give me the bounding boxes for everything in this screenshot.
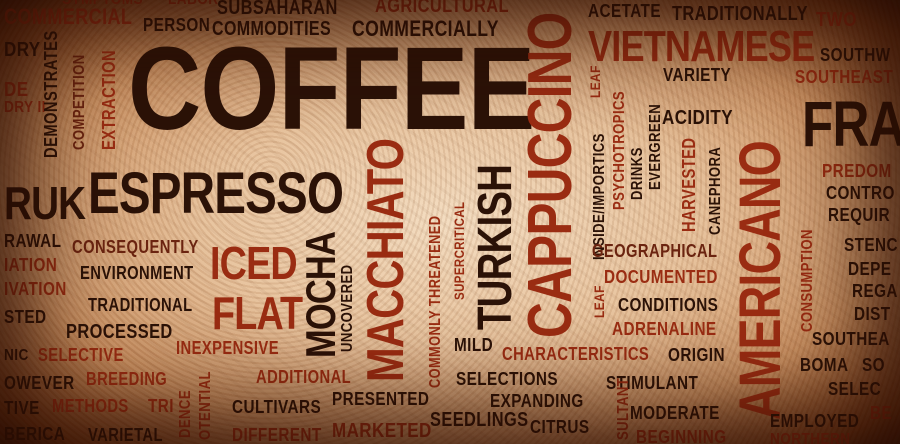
- word-dry-ii: DRY II: [4, 99, 46, 116]
- word-acidity: ACIDITY: [662, 107, 733, 129]
- word-seedlings: SEEDLINGS: [430, 409, 529, 431]
- word-citrus: CITRUS: [530, 417, 590, 437]
- word-demonstrates: DEMONSTRATES: [41, 30, 61, 159]
- word-depe: DEPE: [848, 259, 892, 279]
- word-boma: BOMA: [800, 355, 849, 375]
- word-documented: DOCUMENTED: [604, 267, 718, 287]
- word-labor: LABOR: [168, 0, 218, 8]
- word-varietal: VARIETAL: [88, 425, 163, 444]
- word-tri: TRI: [148, 396, 174, 416]
- word-vietnamese: VIETNAMESE: [588, 22, 815, 71]
- word-expanding: EXPANDING: [490, 391, 584, 411]
- word-de: DE: [4, 79, 29, 101]
- word-macchiato: MACCHIATO: [357, 138, 415, 382]
- word-agricultural: AGRICULTURAL: [375, 0, 509, 17]
- word-dry: DRY: [4, 39, 41, 61]
- word-person: PERSON: [143, 15, 211, 35]
- word-commonly-threatened: COMMONLY THREATENED: [427, 215, 444, 388]
- word-be: BE: [870, 403, 893, 423]
- word-extraction: EXTRACTION: [99, 49, 119, 150]
- word-supercritical: SUPERCRITICAL: [451, 201, 467, 300]
- word-commercial: COMMERCIAL: [4, 4, 133, 29]
- word-breeding: BREEDING: [86, 369, 168, 389]
- word-cultivars: CULTIVARS: [232, 397, 322, 417]
- word-selec: SELEC: [828, 379, 882, 399]
- word-environment: ENVIRONMENT: [80, 263, 194, 283]
- word-southeast-top: SOUTHEAST: [795, 67, 894, 87]
- word-ivation: IVATION: [4, 279, 67, 299]
- word-acetate: ACETATE: [588, 1, 661, 21]
- word-competition: COMPETITION: [71, 54, 88, 151]
- word-additional: ADDITIONAL: [256, 367, 352, 387]
- word-americano: AMERICANO: [728, 141, 793, 420]
- word-dist: DIST: [854, 304, 891, 324]
- word-conditions: CONDITIONS: [618, 295, 719, 315]
- word-variety: VARIETY: [663, 65, 732, 85]
- word-espresso: ESPRESSO: [88, 161, 344, 226]
- word-iation: IATION: [4, 255, 58, 275]
- word-turkish: TURKISH: [469, 164, 522, 330]
- word-processed: PROCESSED: [66, 321, 173, 343]
- word-methods: METHODS: [52, 396, 129, 416]
- word-two: TWO: [816, 9, 857, 31]
- word-canephora: CANEPHORA: [707, 146, 724, 235]
- word-moderate: MODERATE: [630, 403, 720, 423]
- word-flat: FLAT: [212, 287, 303, 339]
- word-psychotropics: PSYCHOTROPICS: [611, 90, 628, 210]
- word-geographical: GEOGRAPHICAL: [592, 241, 718, 261]
- word-southw: SOUTHW: [820, 45, 891, 65]
- word-owever: OWEVER: [4, 373, 75, 393]
- word-traditionally: TRADITIONALLY: [672, 3, 808, 25]
- word-commodities: COMMODITIES: [212, 18, 332, 40]
- word-predom: PREDOM: [822, 161, 892, 181]
- word-employed: EMPLOYED: [770, 411, 860, 431]
- word-berica: BERICA: [4, 424, 66, 444]
- word-different: DIFFERENT: [232, 425, 322, 444]
- word-beginning: BEGINNING: [636, 427, 727, 444]
- word-mild: MILD: [454, 335, 494, 355]
- word-rawal: RAWAL: [4, 231, 62, 251]
- word-harvested: HARVESTED: [679, 137, 699, 232]
- word-inexpensive: INEXPENSIVE: [176, 338, 279, 358]
- word-otential: OTENTIAL: [197, 371, 214, 440]
- word-subsaharan: SUBSAHARAN: [217, 0, 338, 19]
- word-mocha: MOCHA: [297, 232, 344, 358]
- word-symptoms: SYMPTOMS: [62, 0, 143, 8]
- word-requir: REQUIR: [828, 205, 891, 225]
- word-selective: SELECTIVE: [38, 345, 124, 365]
- word-stimulant: STIMULANT: [606, 373, 699, 393]
- word-leaf: LEAF: [587, 65, 603, 98]
- word-contro: CONTRO: [826, 183, 895, 203]
- word-marketed: MARKETED: [332, 420, 432, 442]
- word-tive: TIVE: [4, 398, 40, 418]
- word-northern: NORTHERN: [770, 431, 851, 444]
- word-consumption: CONSUMPTION: [799, 229, 816, 332]
- word-selections: SELECTIONS: [456, 369, 559, 389]
- word-rega: REGA: [852, 281, 898, 301]
- word-traditional: TRADITIONAL: [88, 295, 193, 315]
- word-cappuccino: CAPPUCCINO: [516, 12, 585, 339]
- word-southea: SOUTHEA: [812, 329, 890, 349]
- word-uncovered: UNCOVERED: [339, 264, 356, 352]
- word-sted: STED: [4, 307, 47, 327]
- word-origin: ORIGIN: [668, 345, 725, 365]
- word-iced: ICED: [210, 237, 298, 289]
- word-leaf-low: LEAF: [591, 285, 607, 318]
- word-commercially: COMMERCIALLY: [352, 16, 499, 41]
- word-adrenaline: ADRENALINE: [612, 319, 717, 339]
- word-drinks: DRINKS: [629, 147, 646, 200]
- word-dence: DENCE: [177, 390, 194, 438]
- word-consequently: CONSEQUENTLY: [72, 237, 199, 257]
- word-ruk: RUK: [4, 177, 86, 229]
- word-nic: NIC: [4, 347, 29, 364]
- word-so: SO: [862, 355, 885, 375]
- word-fra: FRA: [802, 88, 900, 160]
- word-characteristics: CHARACTERISTICS: [502, 344, 650, 364]
- word-stenc: STENC: [844, 235, 898, 255]
- word-presented: PRESENTED: [332, 389, 430, 409]
- word-sultant: SULTANT: [615, 377, 632, 440]
- word-coffee: COFFEE: [128, 23, 535, 155]
